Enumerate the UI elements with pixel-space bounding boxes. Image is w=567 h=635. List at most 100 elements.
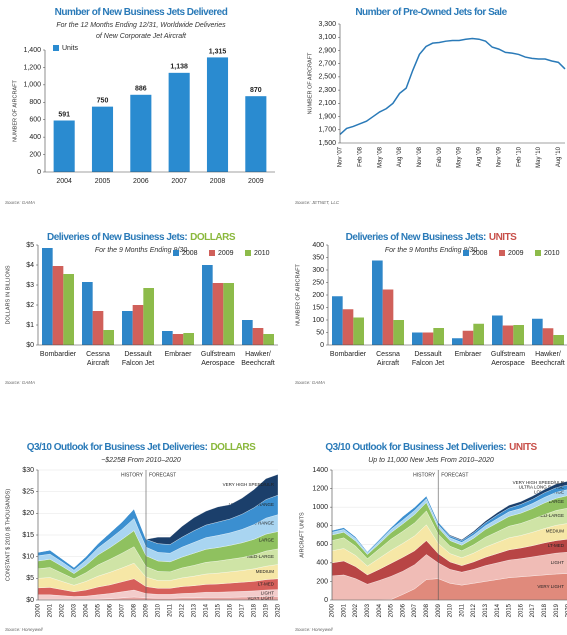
title-text: Q3/10 Outlook for Business Jet Deliverie… — [325, 442, 506, 453]
source-note: Source: Honeywell — [295, 627, 334, 632]
legend-swatch — [463, 250, 469, 256]
y-tick-label: 1,500 — [318, 140, 336, 147]
y-tick-label: 300 — [312, 267, 324, 274]
value-label: 750 — [97, 97, 109, 104]
area-label: LARGE — [549, 499, 564, 504]
y-tick-label: $20 — [22, 510, 34, 517]
x-tick-label: 2005 — [95, 178, 111, 185]
x-tick-label: Beechcraft — [531, 360, 565, 367]
x-tick-label: 2006 — [133, 178, 149, 185]
y-tick-label: 600 — [316, 541, 328, 548]
x-tick-label: 2019 — [554, 603, 560, 617]
bar — [202, 265, 213, 345]
bar — [452, 338, 463, 345]
y-tick-label: 400 — [316, 560, 328, 567]
x-tick-label: 2016 — [518, 603, 524, 617]
x-tick-label: Gulfstream — [201, 351, 235, 358]
y-tick-label: 2,500 — [318, 74, 336, 81]
bar — [473, 323, 484, 345]
x-tick-label: Aug '10 — [556, 146, 562, 167]
area-label: VERY HIGH SPEED/ULR — [223, 482, 275, 487]
title-text: Number of New Business Jets Delivered — [55, 7, 228, 18]
chart-panel: Deliveries of New Business Jets: UNITS For… — [295, 232, 567, 385]
bar — [82, 282, 93, 345]
y-tick-label: $4 — [26, 262, 34, 269]
x-tick-label: Bombardier — [40, 351, 77, 358]
title-text: Deliveries of New Business Jets: — [346, 232, 486, 243]
x-tick-label: Dessault — [414, 351, 441, 358]
x-tick-label: 2009 — [436, 603, 442, 617]
chart-title: Number of Pre-Owned Jets for Sale — [355, 7, 507, 18]
area-label: MEDIUM — [546, 528, 564, 533]
x-tick-label: 2005 — [389, 603, 395, 617]
bar — [168, 72, 190, 172]
title-text: Q3/10 Outlook for Business Jet Deliverie… — [27, 442, 208, 453]
bar — [132, 305, 144, 345]
y-tick-label: $10 — [22, 554, 34, 561]
legend-label: 2009 — [218, 250, 234, 257]
x-tick-label: 2015 — [507, 603, 513, 617]
source-note: Source: Honeywell — [5, 627, 44, 632]
bar — [433, 328, 444, 345]
bar — [513, 325, 524, 345]
bar — [382, 289, 394, 345]
x-tick-label: 2012 — [180, 603, 186, 617]
y-tick-label: $5 — [26, 242, 34, 249]
x-tick-label: Aug '08 — [397, 146, 403, 167]
legend-label: 2009 — [508, 250, 524, 257]
chart-subtitle: ~$225B From 2010–2020 — [101, 457, 181, 464]
y-tick-label: 0 — [37, 169, 41, 176]
y-tick-label: 2,100 — [318, 100, 336, 107]
x-tick-label: Dessault — [124, 351, 151, 358]
bar — [212, 283, 224, 345]
x-tick-label: 2003 — [365, 603, 371, 617]
y-tick-label: 1,700 — [318, 127, 336, 134]
source-note: Source: GAMA — [5, 200, 35, 205]
x-tick-label: 2008 — [210, 178, 226, 185]
chart-title: Deliveries of New Business Jets: DOLLARS — [47, 232, 236, 243]
y-axis-title: DOLLARS IN BILLIONS — [5, 265, 11, 324]
bar — [53, 120, 75, 172]
bar — [130, 94, 152, 172]
y-tick-label: 2,700 — [318, 61, 336, 68]
x-tick-label: 2020 — [566, 603, 567, 617]
y-tick-label: 1000 — [312, 504, 328, 511]
bar — [223, 283, 234, 345]
x-tick-label: Aerospace — [201, 360, 235, 367]
legend-swatch — [53, 45, 59, 51]
y-axis-title: NUMBER OF AIRCRAFT — [295, 264, 301, 326]
y-tick-label: 2,900 — [318, 47, 336, 54]
x-tick-label: Aerospace — [491, 360, 525, 367]
bar — [263, 334, 274, 345]
area-label: ULTRA LONG RANGE — [519, 484, 564, 489]
y-tick-label: 1,200 — [23, 64, 41, 71]
history-label: HISTORY — [121, 472, 144, 478]
x-tick-label: 2018 — [252, 603, 258, 617]
x-tick-label: Nov '08 — [417, 146, 423, 167]
x-tick-label: Nov '07 — [338, 146, 344, 167]
x-tick-label: Falcon Jet — [412, 360, 444, 367]
x-tick-label: May '08 — [377, 146, 383, 167]
chart-panel: Deliveries of New Business Jets: DOLLARS F… — [5, 232, 278, 385]
y-tick-label: 250 — [312, 279, 324, 286]
bar — [103, 330, 114, 345]
x-tick-label: 2009 — [248, 178, 264, 185]
chart-title: Q3/10 Outlook for Business Jet Deliverie… — [27, 442, 256, 453]
y-tick-label: 800 — [29, 99, 41, 106]
y-tick-label: 600 — [29, 117, 41, 124]
y-tick-label: 1200 — [312, 485, 328, 492]
x-tick-label: Falcon Jet — [122, 360, 154, 367]
y-tick-label: 0 — [324, 597, 328, 604]
y-tick-label: $1 — [26, 322, 34, 329]
bar — [353, 317, 364, 345]
x-tick-label: 2002 — [353, 603, 359, 617]
area-label: LT-MED — [548, 543, 565, 548]
chart-panel: Number of New Business Jets Delivered For… — [5, 7, 275, 205]
x-tick-label: May '09 — [457, 146, 463, 167]
area-label: VERY LIGHT — [247, 595, 274, 600]
y-tick-label: 200 — [312, 292, 324, 299]
bar — [91, 106, 114, 172]
bar — [422, 332, 434, 345]
legend-label: 2010 — [254, 250, 270, 257]
y-tick-label: 800 — [316, 523, 328, 530]
